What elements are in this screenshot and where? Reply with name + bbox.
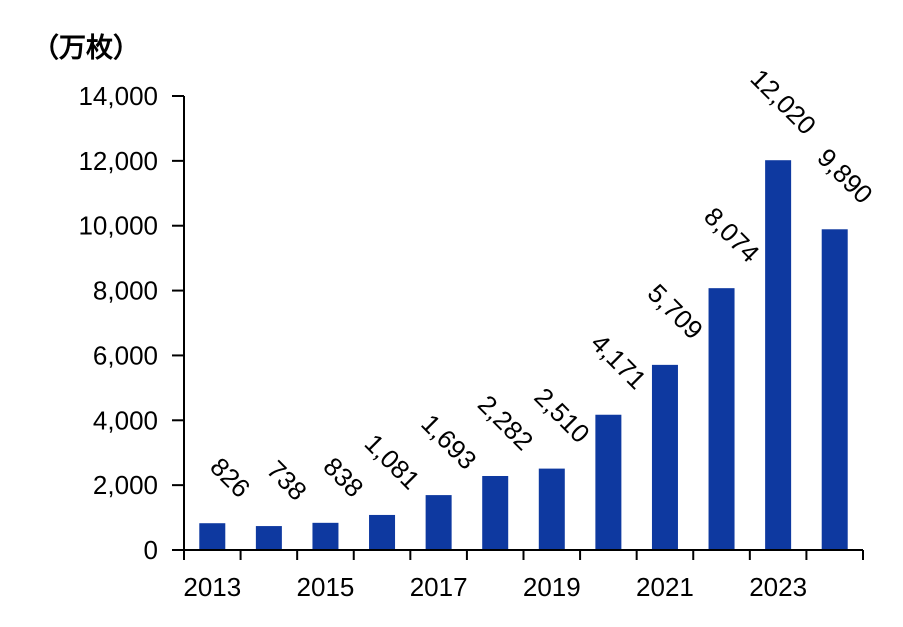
x-axis-label-2013: 2013 [183,572,241,602]
bar-value-label-2021: 5,709 [642,278,709,345]
bar-2019 [538,468,565,550]
bar-value-label-2013: 826 [204,452,256,504]
bar-value-label-2017: 1,693 [415,408,482,475]
x-axis-label-2023: 2023 [749,572,807,602]
bar-value-label-2024: 9,890 [811,142,878,209]
bar-2013 [199,523,226,550]
bar-2017 [425,495,452,550]
bar-value-label-2023: 12,020 [745,63,822,140]
bar-value-label-2014: 738 [261,454,313,506]
x-axis-label-2017: 2017 [410,572,468,602]
y-axis-tick-label: 14,000 [78,81,158,111]
y-axis-tick-label: 4,000 [93,405,158,435]
y-axis-tick-label: 8,000 [93,276,158,306]
y-axis-tick-label: 0 [144,535,158,565]
bar-value-label-2020: 4,171 [585,328,652,395]
bar-value-label-2022: 8,074 [698,201,765,268]
bar-2016 [369,514,396,550]
bar-2020 [595,414,622,550]
bar-value-label-2016: 1,081 [359,428,426,495]
bar-2018 [482,475,509,550]
bar-2014 [255,526,282,550]
bar-2021 [651,364,678,550]
bar-value-label-2018: 2,282 [472,389,539,456]
bar-2015 [312,522,339,550]
y-axis-tick-label: 6,000 [93,340,158,370]
y-axis-tick-label: 10,000 [78,211,158,241]
y-axis-tick-label: 12,000 [78,146,158,176]
x-axis-label-2019: 2019 [523,572,581,602]
y-axis-tick-label: 2,000 [93,470,158,500]
bar-2022 [708,288,735,550]
bar-2024 [821,229,848,550]
bar-value-label-2015: 838 [318,451,370,503]
x-axis-label-2021: 2021 [636,572,694,602]
x-axis-label-2015: 2015 [297,572,355,602]
y-axis-unit-label: （万枚） [32,33,140,63]
bar-value-label-2019: 2,510 [529,382,596,449]
bar-2023 [765,160,792,551]
